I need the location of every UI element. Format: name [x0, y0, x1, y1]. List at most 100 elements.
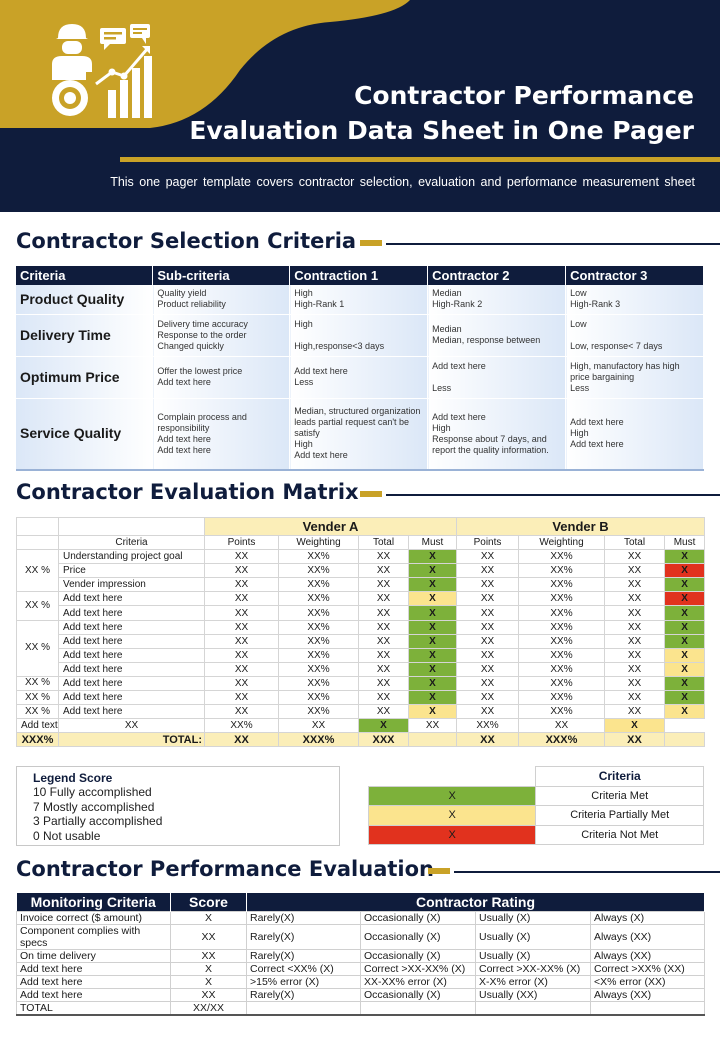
selection-value-line: [432, 372, 561, 383]
vendor-a-value: XX: [204, 605, 279, 621]
vendor-a-must-mark: X: [408, 591, 457, 607]
vendor-a-value: XX: [204, 690, 279, 706]
selection-value-cell: Quality yield Product reliability: [152, 285, 291, 315]
selection-value-line: Add text here: [432, 411, 486, 422]
blank-cell: [58, 517, 205, 536]
selection-value-cell: High High-Rank 1: [289, 285, 429, 315]
selection-value-line: High-Rank 2: [432, 299, 483, 310]
selection-col-header: Contractor 2: [427, 266, 567, 285]
selection-value-line: Add text here: [432, 360, 486, 371]
performance-evaluation-table: Monitoring Criteria Score Contractor Rat…: [16, 893, 705, 1016]
vendor-b-value: XX: [604, 633, 665, 649]
matrix-subheader-row: Criteria Points Weighting Total Must Points We…: [16, 534, 706, 551]
selection-value-line: Less: [570, 382, 590, 393]
vendor-b-must-mark: X: [663, 647, 706, 663]
vendor-a-value: XX: [358, 661, 409, 677]
vendor-b-must-mark: X: [663, 661, 706, 677]
criteria-legend-header: Criteria: [368, 766, 704, 787]
vendor-b-must-mark: X: [663, 704, 706, 720]
vendor-a-value: XX: [358, 704, 409, 720]
vendor-b-value: XX: [456, 647, 519, 663]
monitoring-criteria-cell: On time delivery: [16, 948, 171, 963]
vendor-b-value: XX%: [518, 675, 605, 692]
heading-rule: [386, 243, 720, 245]
rating-cell: Rarely(X): [246, 948, 361, 963]
selection-value-line: Response about 7 days, and report the qu…: [432, 433, 549, 455]
legend-score-box: Legend Score 10 Fully accomplished 7 Most…: [16, 766, 340, 846]
heading-rule: [454, 871, 720, 873]
rating-cell: Rarely(X): [246, 910, 361, 925]
selection-value-cell: Add text here High Response about 7 days, …: [427, 398, 567, 471]
rating-cell: Occasionally (X): [360, 948, 476, 963]
performance-row: On time delivery XX Rarely(X) Occasionally …: [16, 948, 705, 963]
selection-value-cell: Add text here High Add text here: [565, 398, 704, 471]
selection-value-line: [294, 330, 423, 341]
score-cell: X: [170, 961, 247, 976]
vendor-b-must-mark: X: [663, 690, 706, 706]
selection-value-line: Median, structured organization leads pa…: [294, 406, 421, 439]
vendor-a-value: XX%: [278, 661, 359, 677]
selection-row: Service Quality Complain process and resp…: [16, 398, 704, 471]
matrix-criteria-cell: Add text here: [58, 591, 205, 607]
rating-cell: Rarely(X): [246, 923, 361, 950]
vendor-a-value: XX%: [278, 577, 359, 593]
vendor-a-value: XX%: [204, 718, 279, 734]
rating-cell: Correct >XX-XX% (X): [475, 961, 591, 976]
selection-value-cell: High High,response<3 days: [289, 314, 429, 357]
vendor-b-must-mark: X: [663, 633, 706, 649]
vendor-b-value: XX: [456, 675, 519, 692]
selection-value-line: High: [570, 428, 589, 439]
rating-cell: Usually (XX): [475, 987, 591, 1002]
rating-cell: [475, 1000, 591, 1016]
matrix-criteria-cell: Add text here: [58, 619, 205, 635]
vendor-b-value: XX: [518, 718, 605, 734]
matrix-row: XX % Add text here XX XX% XX X XX XX% XX X: [16, 675, 706, 692]
vendor-a-value: XX: [358, 549, 409, 565]
vendor-b-value: XX: [456, 619, 519, 635]
vendor-a-value: XX%: [278, 619, 359, 635]
selection-value-line: Complain process and responsibility: [157, 411, 247, 433]
rating-cell: Usually (X): [475, 910, 591, 925]
selection-criteria-table: Criteria Sub-criteria Contraction 1 Contrac…: [16, 266, 704, 471]
group-weight-cell: XX %: [16, 704, 59, 720]
selection-value-line: Changed quickly: [157, 340, 224, 351]
rating-cell: Usually (X): [475, 948, 591, 963]
score-header: Score: [170, 893, 247, 911]
performance-row: Add text here XX Rarely(X) Occasionally (X)…: [16, 987, 705, 1002]
vendor-a-value: XX: [204, 619, 279, 635]
vendor-b-value: XX%: [518, 690, 605, 706]
evaluation-matrix-table: Vender A Vender B Criteria Points Weightin…: [16, 517, 706, 748]
heading-accent-bar: [428, 868, 450, 874]
criteria-legend-label: Criteria Met: [535, 785, 704, 806]
vendor-b-value: XX: [604, 675, 665, 692]
score-cell: XX: [170, 987, 247, 1002]
matrix-criteria-cell: Add text here: [58, 647, 205, 663]
rating-cell: Usually (X): [475, 923, 591, 950]
vendor-a-must-mark: X: [408, 619, 457, 635]
vendor-b-value: XX: [604, 661, 665, 677]
selection-value-line: Low, response< 7 days: [570, 340, 663, 351]
matrix-row: XX % Add text here XX XX% XX X XX XX% XX X: [16, 619, 706, 677]
selection-value-line: Offer the lowest price: [157, 366, 243, 376]
vendor-b-value: XX: [456, 577, 519, 593]
rating-cell: X-X% error (X): [475, 974, 591, 989]
matrix-row: Price XX XX% XX X XX XX% XX X: [17, 563, 706, 579]
criteria-color-swatch: X: [367, 785, 537, 806]
selection-col-header: Contraction 1: [289, 266, 429, 285]
selection-value-line: Quality yield: [157, 288, 207, 299]
selection-value-line: Add text here: [570, 417, 624, 428]
matrix-sub-header: Weighting: [278, 534, 359, 551]
heading-accent-bar: [360, 491, 382, 497]
matrix-criteria-cell: Add text here: [58, 633, 205, 649]
vendor-a-value: XX: [358, 619, 409, 635]
criteria-legend-table: Criteria X Criteria Met X Criteria Partiall…: [367, 766, 704, 845]
performance-heading-text: Contractor Performance Evaluation: [16, 857, 434, 881]
vendor-a-must-mark: X: [408, 549, 457, 565]
rating-cell: <X% error (XX): [590, 974, 705, 989]
vendor-a-must-mark: X: [358, 718, 409, 734]
monitoring-criteria-header: Monitoring Criteria: [16, 893, 171, 911]
selection-value-cell: Median High-Rank 2: [427, 285, 567, 315]
selection-criteria-cell: Product Quality: [16, 285, 154, 315]
